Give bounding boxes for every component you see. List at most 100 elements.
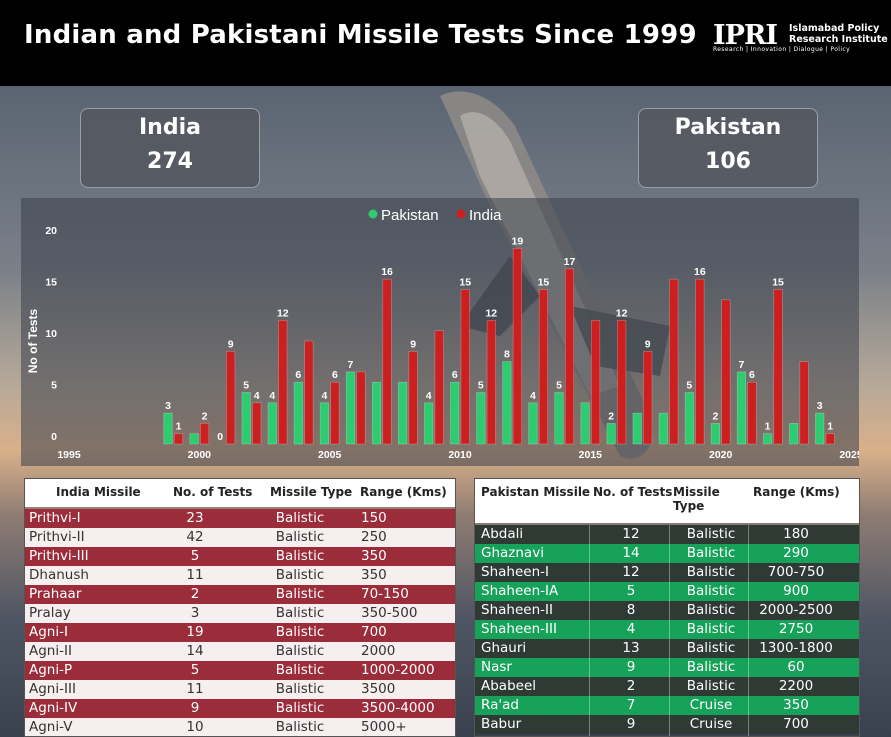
x-tick-label: 2005 xyxy=(318,449,342,461)
pakistan-cell-type: Balistic xyxy=(686,659,736,675)
data-label-pakistan: 5 xyxy=(478,380,484,392)
pakistan-table-header: Pakistan Missile No. of Tests Missile Ty… xyxy=(475,479,859,523)
data-label-pakistan: 5 xyxy=(243,380,249,392)
kpi-value-pakistan: 106 xyxy=(705,149,751,174)
bar-india xyxy=(252,402,262,445)
india-cell-missile: Agni-III xyxy=(29,681,76,697)
pakistan-cell-tests: 12 xyxy=(622,526,640,542)
bar-india xyxy=(591,320,601,445)
bar-pakistan xyxy=(241,392,251,445)
pakistan-cell-missile: Shaheen-IA xyxy=(481,583,559,599)
pakistan-col-tests[interactable]: No. of Tests xyxy=(593,485,673,499)
pakistan-col-missile[interactable]: Pakistan Missile xyxy=(481,485,591,499)
india-table-row[interactable]: Prithvi-I 23 Balistic 150 xyxy=(25,509,455,528)
pakistan-cell-tests: 12 xyxy=(622,564,640,580)
bar-pakistan xyxy=(736,371,747,445)
india-cell-tests: 19 xyxy=(186,624,204,640)
pakistan-table-row[interactable]: Babur 9 Cruise 700 xyxy=(475,715,859,734)
header-bar: Indian and Pakistani Missile Tests Since… xyxy=(0,0,891,86)
pakistan-table-row[interactable]: Shaheen-IA 5 Balistic 900 xyxy=(475,582,859,601)
y-axis-title: No of Tests xyxy=(26,308,40,373)
bar-india xyxy=(669,278,679,445)
india-table-row[interactable]: Agni-II 14 Balistic 2000 xyxy=(25,642,455,661)
india-cell-tests: 9 xyxy=(190,700,200,716)
bar-india xyxy=(330,381,340,445)
pakistan-cell-tests: 13 xyxy=(622,640,640,656)
data-label-india: 9 xyxy=(645,338,651,350)
bar-pakistan xyxy=(267,402,277,445)
india-col-range[interactable]: Range (Kms) xyxy=(360,485,447,499)
pakistan-col-type[interactable]: Missile Type xyxy=(673,485,720,513)
bar-pakistan xyxy=(789,423,799,445)
bar-india xyxy=(564,268,575,445)
data-label-pakistan: 4 xyxy=(426,390,432,402)
kpi-label-pakistan: Pakistan xyxy=(674,115,782,140)
bar-india xyxy=(747,381,757,445)
india-cell-range: 700 xyxy=(361,624,387,640)
bar-pakistan xyxy=(398,381,408,445)
india-table-row[interactable]: Agni-P 5 Balistic 1000-2000 xyxy=(25,661,455,680)
pakistan-table-row[interactable]: Ababeel 2 Balistic 2200 xyxy=(475,677,859,696)
pakistan-cell-type: Cruise xyxy=(689,697,733,713)
pakistan-cell-tests: 9 xyxy=(626,716,636,732)
india-cell-type: Balistic xyxy=(275,567,325,583)
bar-pakistan xyxy=(163,412,173,445)
india-col-missile[interactable]: India Missile xyxy=(56,485,141,499)
pakistan-cell-missile: Ghaznavi xyxy=(481,545,544,561)
india-cell-type: Balistic xyxy=(275,548,325,564)
india-table-row[interactable]: Prahaar 2 Balistic 70-150 xyxy=(25,585,455,604)
data-label-india: 6 xyxy=(749,369,755,381)
india-table-row[interactable]: Prithvi-II 42 Balistic 250 xyxy=(25,528,455,547)
bar-india xyxy=(512,247,522,445)
india-missile-table: India Missile No. of Tests Missile Type … xyxy=(24,478,456,737)
bar-pakistan xyxy=(189,433,199,445)
pakistan-table-row[interactable]: Ghaznavi 14 Balistic 290 xyxy=(475,544,859,563)
pakistan-table-row[interactable]: Ra'ad 7 Cruise 350 xyxy=(475,696,859,715)
india-cell-missile: Dhanush xyxy=(29,567,89,583)
bar-india xyxy=(486,320,496,445)
bar-india xyxy=(773,289,783,445)
pakistan-cell-range: 700 xyxy=(783,716,809,732)
data-label-pakistan: 8 xyxy=(504,349,510,361)
data-label-india: 9 xyxy=(410,338,416,350)
bar-india xyxy=(200,423,210,445)
pakistan-table-row[interactable]: Shaheen-II 8 Balistic 2000-2500 xyxy=(475,601,859,620)
data-label-pakistan: 2 xyxy=(712,410,718,422)
india-table-row[interactable]: Agni-I 19 Balistic 700 xyxy=(25,623,455,642)
india-table-row[interactable]: Prithvi-III 5 Balistic 350 xyxy=(25,547,455,566)
pakistan-cell-missile: Shaheen-I xyxy=(481,564,549,580)
india-cell-missile: Prithvi-II xyxy=(29,529,85,545)
bar-pakistan xyxy=(293,381,303,445)
bar-pakistan xyxy=(502,361,512,445)
india-table-row[interactable]: Agni-IV 9 Balistic 3500-4000 xyxy=(25,699,455,718)
pakistan-table-row[interactable]: Nasr 9 Balistic 60 xyxy=(475,658,859,677)
logo-tagline: Research | Innovation | Dialogue | Polic… xyxy=(713,46,851,53)
india-cell-tests: 11 xyxy=(186,681,204,697)
data-label-pakistan: 4 xyxy=(530,390,536,402)
india-cell-range: 250 xyxy=(361,529,387,545)
india-cell-type: Balistic xyxy=(275,586,325,602)
pakistan-missile-table: Pakistan Missile No. of Tests Missile Ty… xyxy=(474,478,860,737)
pakistan-table-row[interactable]: Abdali 12 Balistic 180 xyxy=(475,525,859,544)
india-cell-type: Balistic xyxy=(275,719,325,735)
data-label-india: 15 xyxy=(772,277,784,289)
pakistan-cell-missile: Ra'ad xyxy=(481,697,519,713)
india-table-row[interactable]: Agni-V 10 Balistic 5000+ xyxy=(25,718,455,736)
ipri-logo: IPRI Islamabad Policy Research Institute… xyxy=(713,22,888,56)
bar-india xyxy=(278,320,288,445)
pakistan-table-row[interactable]: Shaheen-I 12 Balistic 700-750 xyxy=(475,563,859,582)
india-col-tests[interactable]: No. of Tests xyxy=(173,485,253,499)
india-table-row[interactable]: Agni-III 11 Balistic 3500 xyxy=(25,680,455,699)
india-table-row[interactable]: Dhanush 11 Balistic 350 xyxy=(25,566,455,585)
india-col-type[interactable]: Missile Type xyxy=(270,485,353,499)
india-table-row[interactable]: Pralay 3 Balistic 350-500 xyxy=(25,604,455,623)
india-cell-missile: Prithvi-I xyxy=(29,510,81,526)
bar-pakistan xyxy=(580,402,590,445)
pakistan-col-range[interactable]: Range (Kms) xyxy=(753,485,840,499)
pakistan-cell-type: Cruise xyxy=(689,716,733,732)
india-table-header: India Missile No. of Tests Missile Type … xyxy=(25,479,455,507)
y-tick-label: 0 xyxy=(51,431,57,443)
pakistan-table-row[interactable]: Shaheen-III 4 Balistic 2750 xyxy=(475,620,859,639)
pakistan-cell-type: Balistic xyxy=(686,678,736,694)
pakistan-table-row[interactable]: Ghauri 13 Balistic 1300-1800 xyxy=(475,639,859,658)
